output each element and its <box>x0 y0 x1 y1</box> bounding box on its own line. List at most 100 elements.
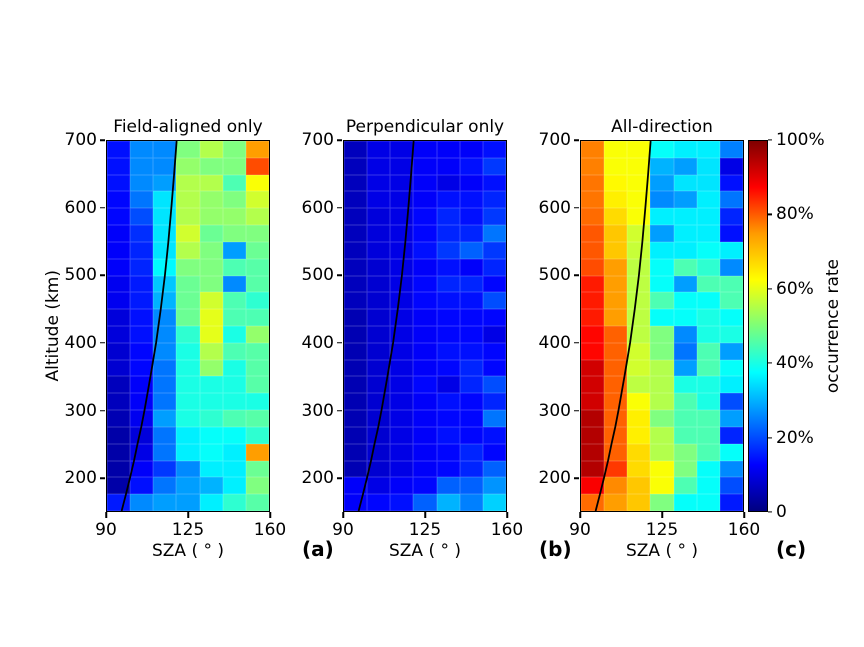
heatmap-cell <box>719 157 743 175</box>
y-tick-label: 400 <box>64 332 97 353</box>
heatmap-cell <box>344 443 368 461</box>
heatmap-cell <box>344 174 368 192</box>
heatmap-cell <box>482 460 506 478</box>
heatmap-cell <box>482 174 506 192</box>
heatmap-cell <box>153 258 177 276</box>
heatmap-cell <box>413 258 437 276</box>
colorbar-tick-label: 40% <box>776 353 814 374</box>
heatmap-cell <box>436 494 460 511</box>
heatmap-cell <box>245 326 269 343</box>
heatmap-cell <box>245 208 269 226</box>
plot-area <box>343 140 507 512</box>
heatmap-cell <box>650 275 674 293</box>
heatmap-cell <box>673 443 697 461</box>
heatmap-cell <box>199 141 223 158</box>
heatmap-cell <box>459 292 483 310</box>
colorbar-tick-label: 100% <box>776 130 825 150</box>
heatmap-cell <box>222 477 246 495</box>
heatmap-cell <box>673 157 697 175</box>
heatmap-cell <box>696 174 720 192</box>
heatmap-cell <box>436 191 460 209</box>
colorbar-label: occurrence rate <box>823 258 843 394</box>
heatmap-cell <box>344 376 368 394</box>
heatmap-cell <box>176 376 200 394</box>
heatmap-cell <box>696 292 720 310</box>
x-tick-mark <box>105 512 107 518</box>
colorbar-tick-mark <box>768 288 772 290</box>
heatmap-cell <box>413 393 437 411</box>
heatmap-cell <box>627 174 651 192</box>
heatmap-cell <box>199 191 223 209</box>
heatmap-cell <box>436 359 460 377</box>
heatmap-cell <box>222 410 246 427</box>
heatmap-cell <box>482 292 506 310</box>
colorbar-tick-label: 80% <box>776 204 814 225</box>
heatmap-cell <box>482 191 506 209</box>
heatmap-cell <box>245 410 269 427</box>
heatmap-cell <box>199 342 223 360</box>
heatmap-cell <box>245 393 269 411</box>
heatmap-cell <box>627 477 651 495</box>
heatmap-cell <box>459 157 483 175</box>
heatmap-cell <box>199 426 223 444</box>
heatmap-cell <box>627 275 651 293</box>
y-tick-mark <box>99 409 105 412</box>
panel-title: Perpendicular only <box>345 117 505 137</box>
heatmap-cell <box>719 309 743 326</box>
heatmap-cell <box>673 292 697 310</box>
heatmap-cell <box>176 342 200 360</box>
heatmap-cell <box>719 225 743 242</box>
heatmap-cell <box>696 275 720 293</box>
heatmap-cell <box>390 410 414 427</box>
heatmap-cell <box>390 426 414 444</box>
heatmap-cell <box>153 241 177 259</box>
heatmap-cell <box>245 460 269 478</box>
heatmap-cell <box>245 292 269 310</box>
heatmap-cell <box>153 141 177 158</box>
heatmap-cell <box>650 359 674 377</box>
heatmap-cell <box>413 292 437 310</box>
heatmap-cell <box>673 326 697 343</box>
heatmap-cell <box>344 342 368 360</box>
x-tick-label: 125 <box>171 520 205 540</box>
colorbar-gradient <box>748 140 768 512</box>
heatmap-cell <box>627 141 651 158</box>
heatmap-cell <box>627 292 651 310</box>
x-tick-mark <box>187 512 189 518</box>
heatmap-cell <box>436 141 460 158</box>
heatmap-cell <box>719 494 743 511</box>
heatmap-cell <box>367 326 391 343</box>
heatmap-cell <box>581 477 605 495</box>
y-tick-label: 600 <box>64 197 97 218</box>
heatmap-cell <box>176 275 200 293</box>
heatmap-cell <box>627 359 651 377</box>
heatmap-cell <box>222 157 246 175</box>
heatmap-cell <box>673 191 697 209</box>
heatmap-cell <box>604 258 628 276</box>
heatmap-cell <box>436 410 460 427</box>
heatmap-cell <box>413 225 437 242</box>
heatmap-cell <box>696 426 720 444</box>
heatmap-cell <box>673 309 697 326</box>
heatmap-cell <box>604 292 628 310</box>
heatmap-cell <box>719 376 743 394</box>
heatmap-cell <box>199 292 223 310</box>
panel-tag: (b) <box>539 537 572 561</box>
heatmap-cell <box>222 359 246 377</box>
heatmap-cell <box>130 275 154 293</box>
heatmap-cell <box>413 410 437 427</box>
heatmap-cell <box>627 376 651 394</box>
heatmap-cell <box>650 494 674 511</box>
heatmap-cell <box>673 460 697 478</box>
heatmap-cell <box>367 191 391 209</box>
heatmap-cell <box>199 225 223 242</box>
heatmap-cell <box>482 157 506 175</box>
heatmap-cell <box>673 225 697 242</box>
heatmap-cell <box>719 141 743 158</box>
heatmap-cell <box>719 359 743 377</box>
heatmap-cell <box>107 376 131 394</box>
heatmap-cell <box>107 275 131 293</box>
heatmap-cell <box>367 342 391 360</box>
heatmap-cell <box>130 141 154 158</box>
heatmap-cell <box>199 275 223 293</box>
